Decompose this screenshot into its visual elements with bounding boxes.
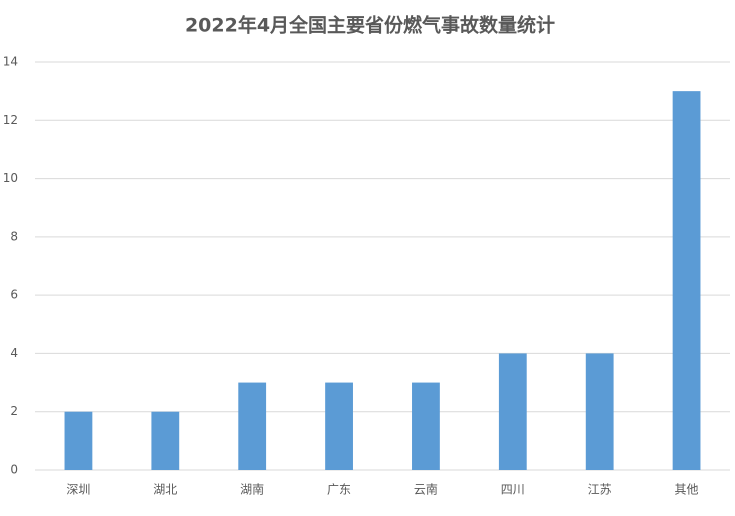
x-tick-label: 江苏: [588, 483, 612, 497]
y-tick-label: 6: [10, 288, 18, 302]
bar: [412, 382, 440, 470]
y-tick-label: 14: [3, 55, 18, 69]
x-tick-label: 云南: [414, 482, 438, 497]
chart-title: 2022年4月全国主要省份燃气事故数量统计: [185, 14, 555, 37]
y-tick-label: 4: [10, 346, 18, 360]
y-tick-label: 8: [10, 229, 18, 243]
y-tick-label: 0: [10, 463, 18, 477]
y-tick-label: 10: [3, 171, 18, 185]
bar: [151, 411, 180, 470]
bar: [238, 382, 267, 470]
bar: [585, 353, 614, 470]
x-tick-label: 广东: [327, 483, 351, 497]
bar: [672, 91, 701, 471]
bar: [325, 382, 353, 470]
y-tick-label: 2: [10, 404, 18, 418]
bar: [64, 411, 93, 470]
bar: [498, 353, 527, 470]
x-tick-label: 湖南: [240, 482, 264, 497]
x-tick-label: 深圳: [66, 483, 90, 497]
x-tick-label: 其他: [675, 483, 699, 497]
y-tick-label: 12: [3, 113, 18, 127]
x-tick-label: 湖北: [153, 482, 177, 497]
x-tick-label: 四川: [501, 483, 525, 497]
